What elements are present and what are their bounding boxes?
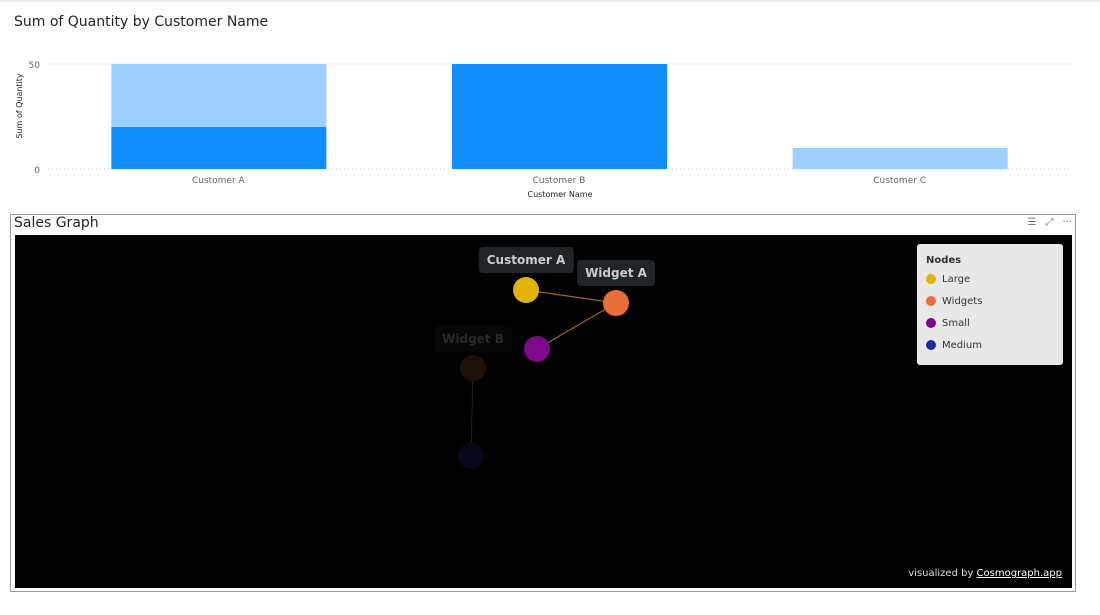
graph-title: Sales Graph [14,215,99,231]
top-divider [0,0,1100,2]
bar-chart: 0 50 Customer A Customer B Customer C Custome… [15,61,1070,199]
x-tick-label: Customer C [873,176,926,186]
legend-label: Large [942,273,971,285]
sales-graph-visual[interactable] [10,214,1076,592]
y-axis-title: Sum of Quantity [15,73,24,139]
bar-segment[interactable] [452,64,667,169]
credit: visualized by Cosmograph.app [908,568,1062,579]
legend-title: Nodes [926,255,962,266]
node-medium[interactable] [458,443,484,469]
edge [470,367,474,457]
bar-segment[interactable] [792,148,1008,169]
node-label: Widget B [434,326,512,352]
credit-text: visualized by [908,568,977,579]
legend-dot-icon [926,318,936,328]
y-tick-label: 50 [29,61,41,71]
node-label: Customer A [478,247,574,273]
node-widget-b[interactable] [460,355,486,381]
legend-label: Widgets [942,295,983,307]
legend-dot-icon [926,340,936,350]
graph-canvas[interactable]: Customer A Widget A Widget B Nodes Large… [15,235,1072,588]
filter-icon[interactable]: ☰ [1027,217,1037,228]
legend-item: Large [926,272,1063,286]
edge [536,302,617,350]
edge [525,289,617,304]
nodes-legend: Nodes Large Widgets Small Medium [917,244,1063,365]
graph-edges [458,277,629,469]
legend-item: Medium [926,338,1063,352]
legend-label: Medium [942,339,982,351]
focus-mode-icon[interactable]: ⤢ [1045,217,1054,228]
visual-header-icons: ☰ ⤢ ··· [1027,217,1072,228]
cosmograph-link[interactable]: Cosmograph.app [976,568,1062,579]
more-options-icon[interactable]: ··· [1062,217,1072,228]
legend-label: Small [942,317,970,329]
bar-segment[interactable] [111,127,327,169]
x-tick-label: Customer B [533,176,586,186]
legend-dot-icon [926,274,936,284]
legend-item: Widgets [926,294,1063,308]
y-tick-label: 0 [34,166,40,176]
x-axis-title: Customer Name [527,190,592,199]
node-widget-a[interactable] [603,290,629,316]
bar-segment[interactable] [111,64,327,127]
node-small[interactable] [524,336,550,362]
node-label: Widget A [577,260,655,286]
legend-dot-icon [926,296,936,306]
chart-title: Sum of Quantity by Customer Name [14,14,269,30]
node-customer-a[interactable] [513,277,539,303]
legend-item: Small [926,316,1063,330]
x-tick-label: Customer A [192,176,246,186]
